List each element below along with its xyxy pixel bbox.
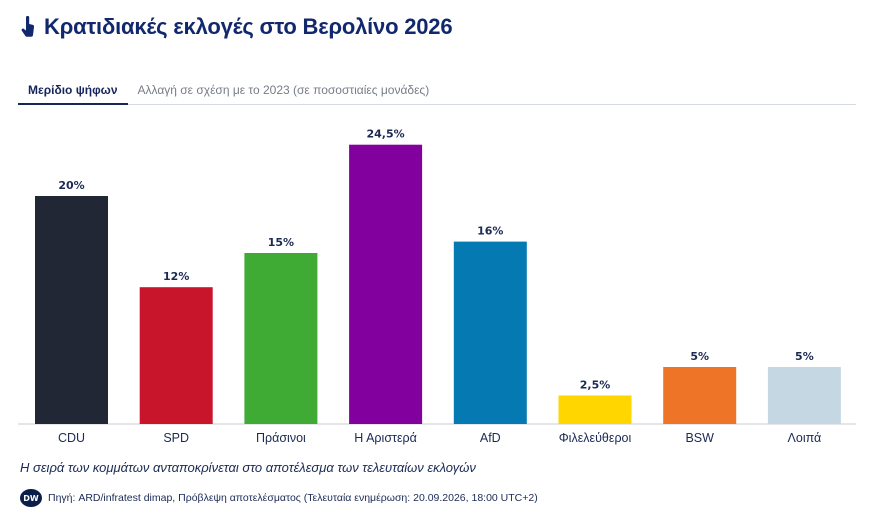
category-label-0: CDU [58,431,85,445]
category-label-7: Λοιπά [788,431,822,445]
tab-vote-share[interactable]: Μερίδιο ψήφων [18,80,128,105]
value-label-5: 2,5% [580,379,611,392]
value-label-7: 5% [795,350,814,363]
source-line: DW Πηγή: ARD/infratest dimap, Πρόβλεψη α… [20,489,538,507]
tab-bar: Μερίδιο ψήφων Αλλαγή σε σχέση με το 2023… [18,80,856,105]
category-label-6: BSW [685,431,714,445]
category-label-3: Η Αριστερά [354,431,417,445]
bar-4[interactable] [453,241,527,424]
tab-change-since-2023[interactable]: Αλλαγή σε σχέση με το 2023 (σε ποσοστιαί… [137,83,430,97]
pointing-hand-icon [20,15,36,38]
bar-3[interactable] [349,144,423,424]
value-label-1: 12% [163,270,189,283]
value-label-2: 15% [268,236,294,249]
value-label-6: 5% [690,350,709,363]
bar-5[interactable] [558,395,632,425]
value-label-0: 20% [58,179,84,192]
source-text: Πηγή: ARD/infratest dimap, Πρόβλεψη αποτ… [48,492,538,504]
bar-2[interactable] [244,253,318,424]
dw-logo: DW [20,489,42,507]
category-label-5: Φιλελεύθεροι [559,431,632,445]
bar-0[interactable] [35,196,108,424]
value-label-3: 24,5% [367,128,405,141]
bar-6[interactable] [663,367,737,424]
value-label-4: 16% [477,225,503,238]
page-title: Κρατιδιακές εκλογές στο Βερολίνο 2026 [44,14,453,39]
bar-chart: 20% CDU 12% SPD 15% Πράσινοι 24,5% Η Αριστερά 16… [18,128,856,445]
category-label-1: SPD [163,431,189,445]
category-label-2: Πράσινοι [256,431,306,445]
category-label-4: AfD [480,431,501,445]
ordering-note: Η σειρά των κομμάτων ανταποκρίνεται στο … [20,460,476,475]
bar-1[interactable] [139,287,213,424]
bar-7[interactable] [767,367,841,424]
header: Κρατιδιακές εκλογές στο Βερολίνο 2026 [20,14,453,40]
